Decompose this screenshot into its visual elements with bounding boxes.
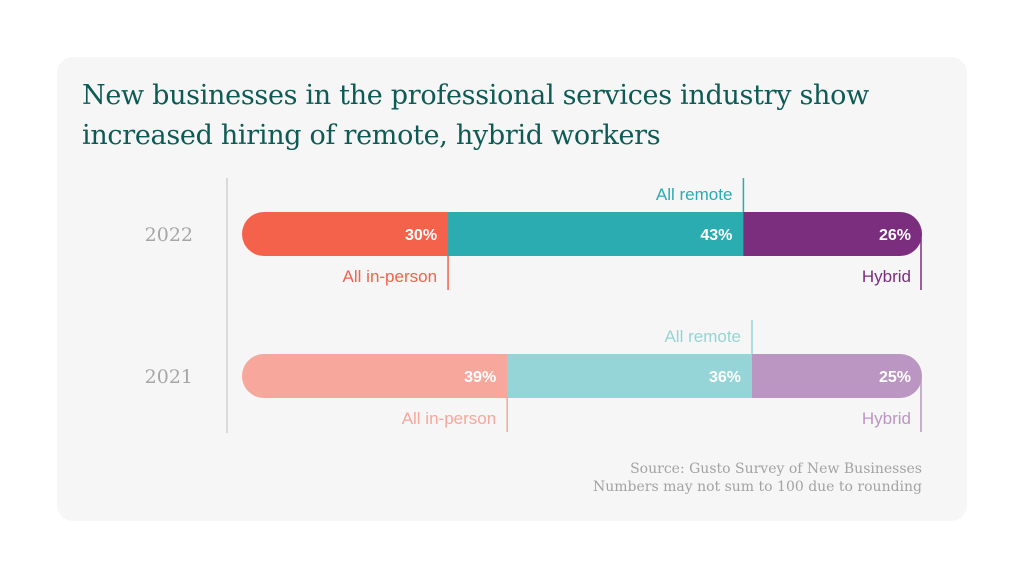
source-note: Source: Gusto Survey of New Businesses N… (593, 460, 922, 496)
bar-row-2021 (242, 354, 922, 398)
value-label-2022-1: 43% (700, 227, 732, 244)
year-label-2021: 2021 (145, 366, 193, 388)
bar-segment-2022-0 (242, 212, 449, 256)
bar-segment-2022-1 (448, 212, 744, 256)
chart-title: New businesses in the professional servi… (82, 80, 869, 151)
series-label-remote-2022: All remote (656, 185, 733, 204)
value-label-2021-1: 36% (709, 369, 741, 386)
value-label-2022-0: 30% (405, 227, 437, 244)
series-label-hybrid-2021: Hybrid (862, 409, 911, 428)
value-label-2022-2: 26% (879, 227, 911, 244)
series-label-in-person-2021: All in-person (402, 409, 497, 428)
source-text: Source: Gusto Survey of New Businesses (630, 461, 922, 477)
value-label-2021-0: 39% (464, 369, 496, 386)
bar-segment-2021-1 (507, 354, 753, 398)
bar-segment-2022-2 (743, 212, 922, 256)
bar-segment-2021-2 (752, 354, 922, 398)
bar-segment-2021-0 (242, 354, 508, 398)
series-label-remote-2021: All remote (664, 327, 741, 346)
series-label-hybrid-2022: Hybrid (862, 267, 911, 286)
year-label-2022: 2022 (145, 224, 193, 246)
series-label-in-person-2022: All in-person (343, 267, 438, 286)
value-label-2021-2: 25% (879, 369, 911, 386)
rounding-note: Numbers may not sum to 100 due to roundi… (592, 479, 922, 495)
chart-card (57, 57, 967, 521)
bar-row-2022 (242, 212, 922, 256)
